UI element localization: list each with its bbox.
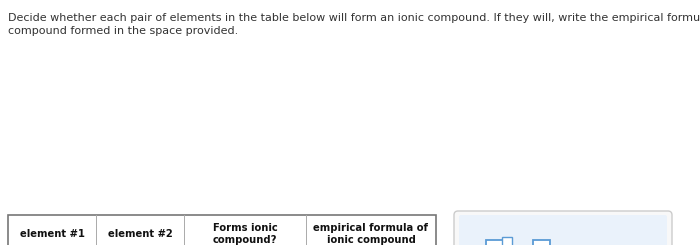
Text: Decide whether each pair of elements in the table below will form an ionic compo: Decide whether each pair of elements in … — [8, 13, 700, 23]
Text: compound formed in the space provided.: compound formed in the space provided. — [8, 26, 238, 36]
Bar — [486, 240, 503, 245]
Bar — [8, 215, 436, 245]
Bar — [533, 240, 550, 245]
FancyBboxPatch shape — [454, 211, 672, 245]
Text: empirical formula of
ionic compound: empirical formula of ionic compound — [314, 223, 428, 245]
Bar — [502, 237, 512, 245]
Text: Forms ionic
compound?: Forms ionic compound? — [213, 223, 277, 245]
Text: element #2: element #2 — [108, 229, 172, 239]
Text: element #1: element #1 — [20, 229, 85, 239]
FancyBboxPatch shape — [459, 215, 667, 245]
